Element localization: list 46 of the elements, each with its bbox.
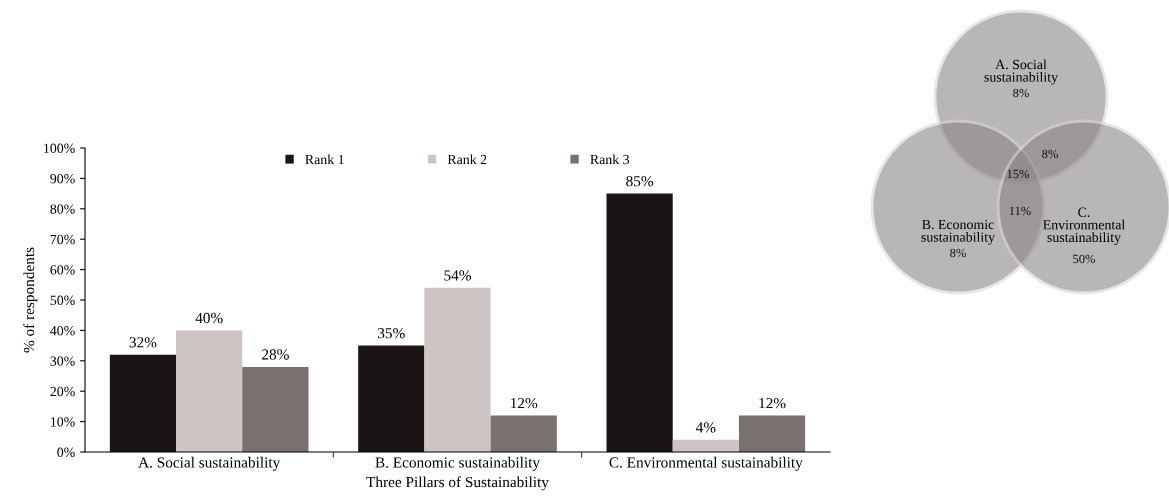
x-tick-label: A. Social sustainability <box>138 456 281 471</box>
text: 11% <box>1009 206 1031 216</box>
data-label: 35% <box>378 328 405 339</box>
y-tick-label: 100% <box>44 143 75 153</box>
legend-label: Rank 2 <box>447 154 487 165</box>
text: 8% <box>1013 88 1029 98</box>
text: 8% <box>1042 149 1058 159</box>
data-label: 32% <box>129 337 157 348</box>
category-label: A. Social sustainability <box>984 59 1058 85</box>
bar <box>176 330 243 452</box>
y-tick-label: 60% <box>50 265 75 275</box>
bar <box>358 345 425 452</box>
bar <box>490 415 557 452</box>
y-tick-label: 10% <box>51 417 75 427</box>
data-label: 12% <box>511 397 538 409</box>
text: 50% <box>1073 254 1096 264</box>
data-label: 40% <box>195 312 223 324</box>
bar <box>109 354 177 452</box>
text: 15% <box>1007 169 1030 179</box>
y-axis-title: % of respondents <box>23 247 38 353</box>
y-tick-label: 30% <box>50 356 75 366</box>
data-label: 54% <box>444 270 471 281</box>
text: 8% <box>950 248 966 258</box>
y-tick-label: 50% <box>50 295 75 305</box>
y-tick-label: 70% <box>50 234 75 245</box>
x-axis-title: Three Pillars of Sustainability <box>366 476 549 491</box>
y-tick-label: 80% <box>50 204 75 214</box>
y-tick-label: 40% <box>50 325 75 336</box>
category-label: C. Environmental sustainability <box>1043 207 1125 245</box>
y-tick-label: 20% <box>50 386 75 397</box>
x-tick-label: B. Economic sustainability <box>375 456 540 471</box>
data-label: 28% <box>262 349 289 360</box>
y-tick-label: 0% <box>57 447 75 457</box>
y-tick-label: 90% <box>50 173 75 184</box>
bar <box>242 366 309 452</box>
data-label: 85% <box>626 176 654 187</box>
bar <box>606 193 673 452</box>
data-label: 4% <box>695 422 716 433</box>
bar <box>738 415 806 452</box>
legend-label: Rank 1 <box>305 154 344 165</box>
category-label: B. Economic sustainability <box>921 219 995 245</box>
bar <box>672 439 739 452</box>
x-tick-label: C. Environmental sustainability <box>609 456 803 471</box>
legend-label: Rank 3 <box>590 154 630 165</box>
data-label: 12% <box>759 397 786 409</box>
bar <box>424 287 491 452</box>
